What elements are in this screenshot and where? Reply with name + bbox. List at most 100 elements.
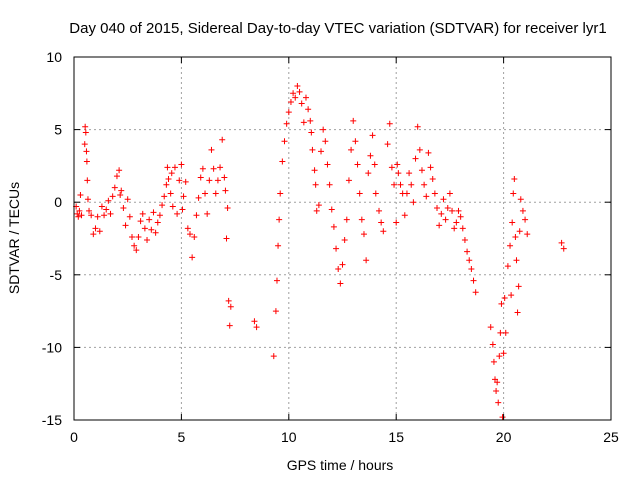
x-tick-label: 20	[496, 429, 512, 445]
data-point	[135, 234, 142, 241]
data-point	[189, 254, 196, 261]
data-point	[451, 225, 458, 232]
data-point	[372, 190, 379, 197]
data-point	[139, 210, 146, 217]
data-point	[313, 207, 320, 214]
data-point	[395, 170, 402, 177]
data-point	[356, 190, 363, 197]
data-point	[78, 212, 85, 219]
data-point	[470, 277, 477, 284]
data-point	[489, 341, 496, 348]
data-point	[217, 164, 224, 171]
y-tick-label: 10	[46, 49, 62, 65]
data-point	[412, 155, 419, 162]
data-point	[101, 212, 108, 219]
data-point	[508, 292, 515, 299]
data-point	[337, 280, 344, 287]
data-point	[81, 141, 88, 148]
data-points	[73, 83, 567, 421]
data-point	[88, 212, 95, 219]
data-point	[272, 308, 279, 315]
data-point	[276, 216, 283, 223]
data-point	[397, 181, 404, 188]
x-tick-label: 10	[281, 429, 297, 445]
data-point	[446, 190, 453, 197]
data-point	[519, 207, 526, 214]
data-point	[509, 219, 516, 226]
data-point	[118, 187, 125, 194]
data-point	[468, 265, 475, 272]
data-point	[191, 234, 198, 241]
data-point	[120, 205, 127, 212]
data-point	[275, 242, 282, 249]
data-point	[210, 165, 217, 172]
data-point	[429, 175, 436, 182]
data-point	[77, 191, 84, 198]
data-point	[427, 164, 434, 171]
data-point	[495, 399, 502, 406]
x-tick-label: 0	[70, 429, 78, 445]
data-point	[176, 177, 183, 184]
data-point	[174, 210, 181, 217]
data-point	[414, 123, 421, 130]
data-point	[305, 106, 312, 113]
data-point	[401, 212, 408, 219]
data-point	[386, 120, 393, 127]
data-point	[464, 248, 471, 255]
data-point	[290, 90, 297, 97]
data-point	[339, 261, 346, 268]
data-point	[309, 146, 316, 153]
data-point	[92, 225, 99, 232]
data-point	[514, 309, 521, 316]
x-tick-label: 15	[388, 429, 404, 445]
data-point	[453, 219, 460, 226]
data-point	[558, 239, 565, 246]
data-point	[82, 129, 89, 136]
data-point	[490, 358, 497, 365]
data-point	[333, 245, 340, 252]
data-point	[391, 181, 398, 188]
data-point	[223, 235, 230, 242]
data-point	[83, 158, 90, 165]
data-point	[406, 170, 413, 177]
data-point	[180, 193, 187, 200]
x-axis-ticks: 0 5 10 15 20 25	[70, 57, 619, 445]
data-point	[224, 205, 231, 212]
data-point	[208, 146, 215, 153]
data-point	[466, 257, 473, 264]
data-point	[358, 216, 365, 223]
data-point	[182, 178, 189, 185]
data-point	[294, 83, 301, 90]
y-axis-ticks: -15 -10 -5 0 5 10	[42, 49, 611, 428]
data-point	[513, 257, 520, 264]
data-point	[186, 231, 193, 238]
data-point	[388, 164, 395, 171]
data-point	[487, 324, 494, 331]
data-point	[117, 191, 124, 198]
data-point	[410, 199, 417, 206]
data-point	[472, 289, 479, 296]
data-point	[156, 212, 163, 219]
data-point	[146, 216, 153, 223]
data-point	[307, 117, 314, 124]
data-point	[197, 174, 204, 181]
data-point	[167, 190, 174, 197]
data-point	[318, 148, 325, 155]
data-point	[124, 196, 131, 203]
data-point	[219, 136, 226, 143]
grid	[74, 57, 611, 420]
data-point	[365, 170, 372, 177]
y-tick-label: -15	[42, 412, 62, 428]
data-point	[253, 324, 260, 331]
data-point	[83, 148, 90, 155]
data-point	[281, 138, 288, 145]
data-point	[517, 196, 524, 203]
data-point	[371, 161, 378, 168]
data-point	[148, 226, 155, 233]
data-point	[298, 100, 305, 107]
data-point	[363, 257, 370, 264]
data-point	[283, 120, 290, 127]
data-point	[516, 228, 523, 235]
data-point	[141, 225, 148, 232]
